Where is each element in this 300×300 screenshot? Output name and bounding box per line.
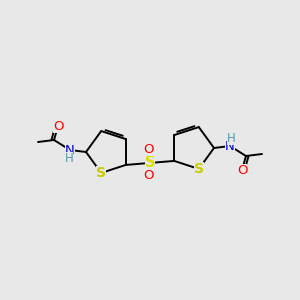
Text: N: N <box>225 140 235 152</box>
Text: S: S <box>194 162 204 176</box>
Text: O: O <box>53 119 63 133</box>
Text: O: O <box>143 169 153 182</box>
Text: O: O <box>143 143 153 156</box>
Text: N: N <box>65 143 75 157</box>
Text: H: H <box>226 131 236 145</box>
Text: O: O <box>237 164 247 176</box>
Text: S: S <box>145 155 155 170</box>
Text: H: H <box>64 152 74 164</box>
Text: S: S <box>96 166 106 180</box>
